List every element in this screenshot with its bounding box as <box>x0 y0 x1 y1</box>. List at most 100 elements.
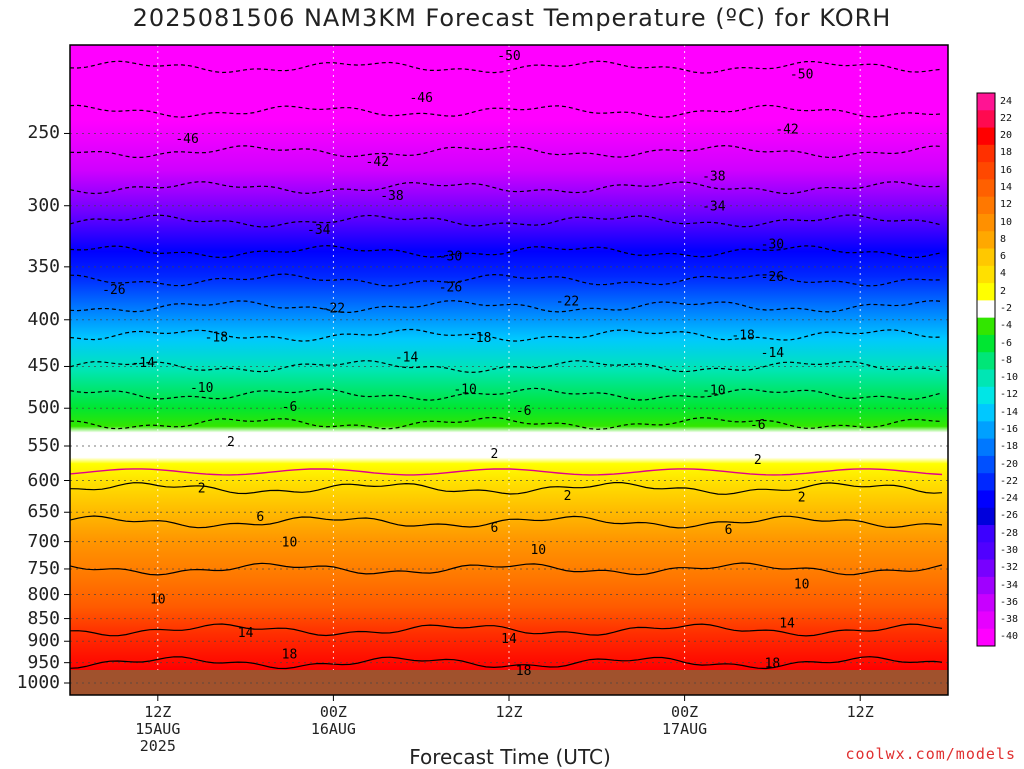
contour-label: -10 <box>702 384 725 399</box>
y-tick-label: 700 <box>27 530 60 552</box>
colorbar-swatch <box>977 404 995 422</box>
contour-label: -46 <box>409 91 432 106</box>
colorbar-label: -30 <box>1000 544 1019 556</box>
y-tick-label: 350 <box>27 255 60 277</box>
colorbar-swatch <box>977 93 995 111</box>
colorbar-swatch <box>977 438 995 457</box>
colorbar-swatch <box>977 525 995 543</box>
colorbar-label: -12 <box>1000 389 1019 401</box>
contour-label: -26 <box>439 281 462 296</box>
contour-label: 10 <box>282 536 298 551</box>
y-tick-label: 400 <box>27 308 60 330</box>
credit-link[interactable]: coolwx.com/models <box>845 745 1016 763</box>
isotherm--14 <box>69 359 943 374</box>
y-tick-label: 800 <box>27 583 60 605</box>
colorbar-swatch <box>977 473 995 491</box>
contour-label: 6 <box>490 521 498 536</box>
colorbar-swatch <box>977 265 995 284</box>
colorbar-label: 20 <box>1000 130 1013 142</box>
colorbar-swatch <box>977 127 995 146</box>
colorbar-swatch <box>977 162 995 180</box>
colorbar-swatch <box>977 196 995 215</box>
colorbar-label: -24 <box>1000 493 1019 505</box>
y-tick-label: 450 <box>27 355 60 377</box>
y-tick-label: 950 <box>27 651 60 673</box>
contour-label: 14 <box>238 626 254 641</box>
contour-label: -34 <box>307 223 331 238</box>
colorbar-frame <box>976 92 996 647</box>
colorbar-label: -20 <box>1000 458 1019 470</box>
y-tick-label: 1000 <box>16 672 60 693</box>
contour-label: 2 <box>198 482 206 497</box>
colorbar-swatch <box>977 611 995 630</box>
isotherm-10 <box>69 562 943 576</box>
y-tick-label: 650 <box>27 501 60 523</box>
x-tick-label: 00Z 17AUG <box>662 703 708 738</box>
contour-label: -10 <box>190 381 213 396</box>
contour-label: 14 <box>779 616 795 631</box>
colorbar-label: -22 <box>1000 475 1019 487</box>
y-tick-label: 900 <box>27 630 60 652</box>
colorbar-label: -38 <box>1000 614 1019 626</box>
contour-label: 2 <box>564 489 572 504</box>
colorbar-swatch <box>977 110 995 129</box>
colorbar-label: -4 <box>1000 320 1013 332</box>
colorbar-label: 24 <box>1000 95 1013 107</box>
colorbar-swatch <box>977 490 995 509</box>
colorbar-label: 12 <box>1000 199 1013 211</box>
colorbar-label: -16 <box>1000 423 1019 435</box>
contour-label: 10 <box>530 543 546 558</box>
isotherm-6 <box>69 515 943 529</box>
isotherm--6 <box>69 416 943 430</box>
freezing-line <box>69 468 943 476</box>
colorbar-swatch <box>977 334 995 353</box>
colorbar-label: -36 <box>1000 596 1019 608</box>
isotherm-14 <box>69 623 943 637</box>
colorbar-label: -40 <box>1000 631 1019 643</box>
y-tick-label: 250 <box>27 122 60 144</box>
y-tick-label: 500 <box>27 397 60 419</box>
colorbar-label: 22 <box>1000 112 1013 124</box>
colorbar-label: -14 <box>1000 406 1019 418</box>
contour-label: 6 <box>256 510 264 525</box>
colorbar-swatch <box>977 213 995 232</box>
contour-label: 2 <box>490 447 498 462</box>
contour-label: 10 <box>150 592 166 607</box>
contour-label: -6 <box>282 400 298 415</box>
colorbar-swatch <box>977 231 995 250</box>
colorbar-label: -34 <box>1000 579 1019 591</box>
contour-label: -6 <box>516 404 532 419</box>
isotherm--50 <box>69 60 943 74</box>
colorbar-label: 10 <box>1000 216 1013 228</box>
colorbar-label: 4 <box>1000 268 1007 280</box>
contour-label: -14 <box>395 351 419 366</box>
contour-label: -22 <box>556 294 579 309</box>
contour-label: -26 <box>761 270 784 285</box>
y-tick-label: 750 <box>27 557 60 579</box>
isotherm--26 <box>69 273 943 287</box>
colorbar-label: 8 <box>1000 233 1007 245</box>
colorbar-label: 6 <box>1000 251 1007 263</box>
contour-label: -10 <box>453 383 476 398</box>
isotherm-18 <box>69 656 943 670</box>
contour-label: 2 <box>754 453 762 468</box>
x-tick-label: 12Z <box>495 703 523 721</box>
contour-label: -34 <box>702 200 726 215</box>
colorbar-swatch <box>977 455 995 474</box>
colorbar-swatch <box>977 559 995 578</box>
x-tick-label: 00Z 16AUG <box>310 703 356 738</box>
y-tick-label: 550 <box>27 435 60 456</box>
contour-label: -14 <box>761 346 785 361</box>
colorbar-label: 16 <box>1000 164 1013 176</box>
contour-label: 2 <box>798 491 806 506</box>
colorbar-swatch <box>977 421 995 440</box>
contour-label: -30 <box>761 238 784 253</box>
y-tick-label: 600 <box>27 469 60 491</box>
contour-label: -22 <box>322 302 345 317</box>
colorbar-swatch <box>977 594 995 612</box>
contour-label: -50 <box>497 49 520 64</box>
contour-label: 18 <box>765 657 781 672</box>
colorbar-swatch <box>977 283 995 301</box>
y-tick-label: 300 <box>27 194 60 216</box>
colorbar-label: -8 <box>1000 354 1013 366</box>
